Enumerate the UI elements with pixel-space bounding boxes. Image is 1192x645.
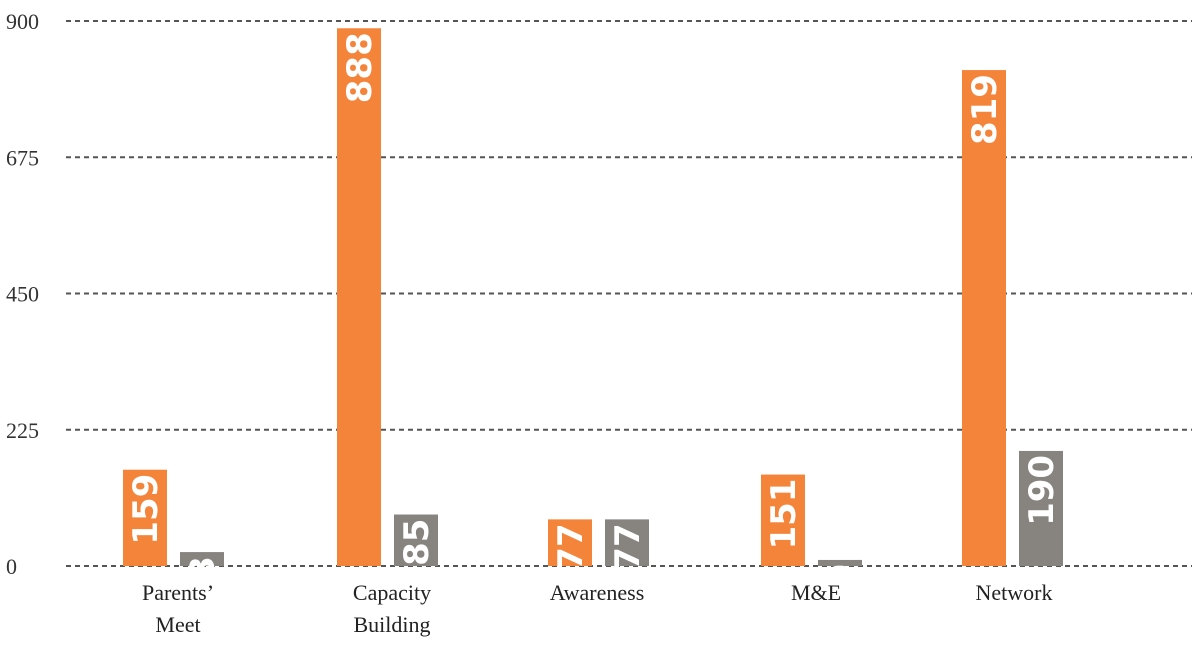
y-tick-label-675: 675 <box>6 145 39 170</box>
bar-value-label-series1-0: 159 <box>126 474 166 545</box>
bar-series1-3 <box>761 474 805 566</box>
bar-value-label-series1-4: 819 <box>965 74 1005 145</box>
y-tick-label-225: 225 <box>6 418 39 443</box>
bar-series1-0 <box>123 469 167 566</box>
y-tick-label-0: 0 <box>6 554 17 579</box>
bar-series1-4 <box>962 70 1006 567</box>
x-category-label-1: Capacity Building <box>353 580 431 637</box>
bar-value-label-series1-3: 151 <box>764 479 804 550</box>
bar-series2-4 <box>1019 450 1063 566</box>
bar-value-label-series1-1: 888 <box>340 32 380 103</box>
bar-value-label-series1-2: 77 <box>551 523 591 570</box>
bar-series1-1 <box>337 28 381 567</box>
bar-value-label-series2-2: 77 <box>608 523 648 570</box>
y-tick-label-450: 450 <box>6 282 39 307</box>
y-axis-ticks: 0 225 450 675 900 <box>6 9 39 579</box>
bar-value-label-series2-0: 23 <box>183 556 223 603</box>
x-category-label-3: M&E <box>791 580 841 605</box>
x-category-label-2: Awareness <box>550 580 645 605</box>
y-tick-label-900: 900 <box>6 9 39 34</box>
bar-series2-1 <box>394 514 438 566</box>
bar-series2-0 <box>180 552 224 566</box>
bar-value-label-series2-4: 190 <box>1022 455 1062 526</box>
bar-value-label-series2-3: 10 <box>821 564 861 611</box>
bar-series1-2 <box>548 519 592 566</box>
x-category-label-4: Network <box>976 580 1053 605</box>
bar-series2-3 <box>818 559 862 566</box>
x-category-label-0: Parents’ Meet <box>142 580 214 637</box>
bar-labels: 159 888 77 151 819 23 85 77 10 190 <box>126 32 1062 611</box>
x-axis-labels: Parents’ Meet Capacity Building Awareness M&E… <box>142 580 1053 637</box>
bar-series2-2 <box>605 519 649 566</box>
bar-value-label-series2-1: 85 <box>397 519 437 566</box>
bars <box>123 28 1063 567</box>
